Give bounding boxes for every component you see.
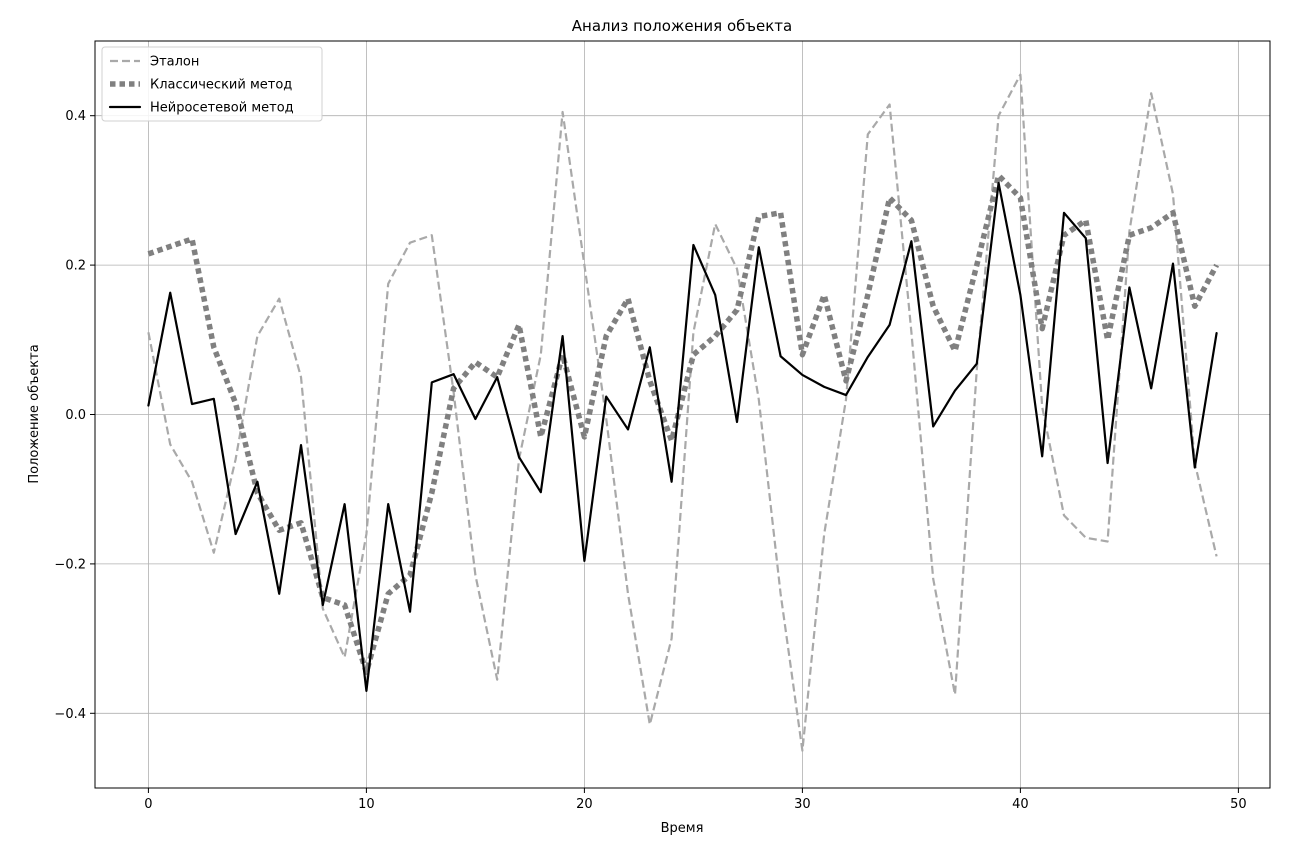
y-axis-label: Положение объекта (27, 344, 42, 483)
y-tick-label: 0.2 (65, 259, 86, 274)
series-line-2 (147, 172, 1220, 675)
y-tick-label: −0.4 (54, 707, 86, 722)
legend-label-1: Эталон (150, 55, 199, 70)
legend-label-2: Классический метод (150, 78, 292, 93)
x-tick-label: 50 (1230, 797, 1247, 812)
chart-title: Анализ положения объекта (572, 17, 792, 35)
legend-label-3: Нейросетевой метод (150, 101, 294, 116)
y-tick-label: 0.0 (65, 408, 86, 423)
x-tick-label: 10 (358, 797, 375, 812)
tick-layer: 0 10 20 30 40 50 −0.4 −0.2 0.0 0.2 0.4 (54, 109, 1246, 812)
legend-box (101, 46, 323, 122)
x-axis-label: Время (661, 821, 704, 836)
y-tick-label: 0.4 (65, 109, 86, 124)
x-tick-label: 30 (794, 797, 811, 812)
x-tick-label: 20 (576, 797, 593, 812)
series-line-3 (147, 181, 1218, 692)
x-tick-label: 40 (1012, 797, 1029, 812)
series-layer (147, 73, 1220, 752)
legend: Эталон Классический метод Нейросетевой мет… (101, 46, 323, 122)
x-tick-label: 0 (144, 797, 152, 812)
series-line-1 (147, 73, 1218, 752)
y-tick-label: −0.2 (54, 557, 86, 572)
